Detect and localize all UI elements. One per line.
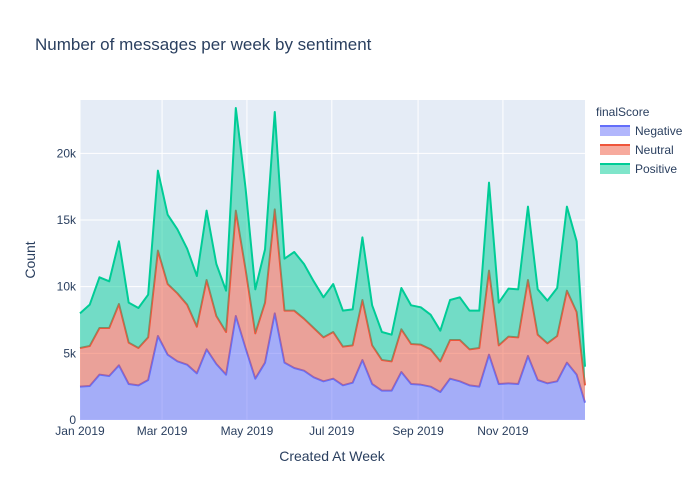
x-tick-labels: Jan 2019 Mar 2019 May 2019 Jul 2019 Sep 2019… bbox=[55, 424, 529, 438]
area-layer bbox=[79, 107, 586, 420]
chart-title: Number of messages per week by sentiment bbox=[35, 35, 372, 54]
x-tick-label: Sep 2019 bbox=[392, 424, 444, 438]
legend-swatch bbox=[600, 164, 630, 174]
y-tick-labels: 0 5k 10k 15k 20k bbox=[57, 146, 77, 427]
y-tick-label: 5k bbox=[63, 346, 77, 360]
line-positive[interactable] bbox=[79, 107, 586, 367]
legend-swatch bbox=[600, 145, 630, 155]
y-axis-title: Count bbox=[22, 241, 38, 278]
x-tick-label: Mar 2019 bbox=[137, 424, 188, 438]
legend-label: Negative bbox=[635, 124, 683, 138]
y-tick-label: 0 bbox=[69, 413, 76, 427]
y-tick-label: 20k bbox=[57, 146, 77, 160]
legend-item-positive[interactable]: Positive bbox=[600, 162, 677, 176]
legend-label: Neutral bbox=[635, 143, 674, 157]
legend[interactable]: finalScore Negative Neutral Positive bbox=[596, 105, 683, 176]
legend-label: Positive bbox=[635, 162, 677, 176]
area-negative[interactable] bbox=[80, 313, 585, 420]
x-tick-label: Jul 2019 bbox=[309, 424, 355, 438]
y-tick-label: 15k bbox=[57, 213, 77, 227]
area-neutral[interactable] bbox=[80, 209, 585, 403]
x-tick-label: Jan 2019 bbox=[55, 424, 105, 438]
y-tick-label: 10k bbox=[57, 280, 77, 294]
legend-swatch bbox=[600, 126, 630, 136]
area-positive[interactable] bbox=[80, 108, 585, 386]
legend-item-neutral[interactable]: Neutral bbox=[600, 143, 674, 157]
legend-item-negative[interactable]: Negative bbox=[600, 124, 683, 138]
x-axis-title: Created At Week bbox=[279, 448, 386, 464]
x-tick-label: May 2019 bbox=[221, 424, 274, 438]
legend-title: finalScore bbox=[596, 105, 650, 119]
x-tick-label: Nov 2019 bbox=[477, 424, 529, 438]
